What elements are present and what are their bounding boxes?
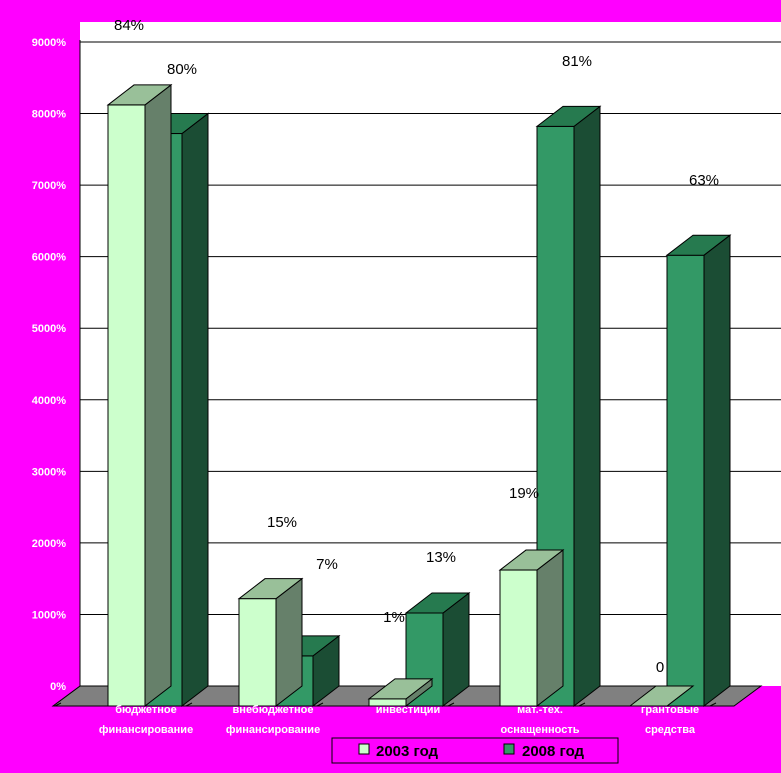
legend: 2003 год 2008 год xyxy=(331,737,619,764)
bar-2003-1 xyxy=(237,577,304,708)
bar-2008-3-top xyxy=(535,105,602,127)
bar-2003-0-front xyxy=(107,104,146,707)
bar-2003-1-side xyxy=(275,577,303,708)
category-tick xyxy=(709,702,717,707)
data-label-2008: 13% xyxy=(426,549,456,566)
category-tick xyxy=(316,702,324,707)
category-label: финансирование xyxy=(99,724,193,736)
bar-2003-1-front xyxy=(238,598,277,707)
legend-swatch-2003 xyxy=(358,743,370,755)
y-tick-label: 2000% xyxy=(32,538,66,550)
y-tick-label: 6000% xyxy=(32,252,66,264)
bar-2008-2 xyxy=(404,591,471,708)
data-label-2003: 19% xyxy=(509,485,539,502)
bar-2008-4-top xyxy=(665,234,732,256)
legend-box xyxy=(331,737,619,764)
bar-2003-2-top xyxy=(367,678,434,700)
data-label-2003: 0 xyxy=(656,659,664,676)
plot-side-wall xyxy=(53,22,80,706)
bar-2003-4 xyxy=(628,685,695,707)
bar-2003-3 xyxy=(498,549,565,708)
category-tick xyxy=(447,702,455,707)
category-label: мат.-тех. xyxy=(517,704,563,716)
category-tick xyxy=(185,702,193,707)
category-label: инвестиции xyxy=(376,704,441,716)
bar-2008-4-front xyxy=(666,254,705,707)
category-label: средства xyxy=(645,724,696,736)
bar-2008-0-side xyxy=(181,112,209,708)
y-tick-label: 1000% xyxy=(32,609,66,621)
data-label-2003: 1% xyxy=(383,609,405,626)
bar-2003-0-side xyxy=(144,83,172,708)
y-tick-label: 3000% xyxy=(32,466,66,478)
y-tick-label: 7000% xyxy=(32,180,66,192)
legend-label-2003: 2003 год xyxy=(376,743,439,760)
floor-edge xyxy=(52,685,81,707)
data-label-2003: 15% xyxy=(267,514,297,531)
category-label: внебюджетное xyxy=(233,704,314,716)
bar-2008-4 xyxy=(665,234,732,708)
category-tick xyxy=(578,702,586,707)
data-label-2008: 63% xyxy=(689,172,719,189)
bar-2003-0 xyxy=(106,83,173,708)
category-label: финансирование xyxy=(226,724,320,736)
bar-2003-0-top xyxy=(106,84,173,106)
y-tick-label: 9000% xyxy=(32,37,66,49)
y-tick-label: 0% xyxy=(50,681,66,693)
data-label-2008: 81% xyxy=(562,53,592,70)
category-label: грантовые xyxy=(641,704,699,716)
bar-2008-4-side xyxy=(703,234,731,708)
data-label-2008: 80% xyxy=(167,61,197,78)
bar-2003-3-top xyxy=(498,549,565,571)
bar-2003-3-side xyxy=(536,549,564,708)
bar-2008-3-side xyxy=(573,105,601,708)
y-tick-label: 8000% xyxy=(32,109,66,121)
bar-2008-2-top xyxy=(404,592,471,614)
legend-swatch-2008 xyxy=(503,743,515,755)
category-tick xyxy=(54,702,62,707)
bar-2003-2 xyxy=(367,677,434,708)
bar-2003-1-top xyxy=(237,578,304,600)
y-tick-label: 4000% xyxy=(32,395,66,407)
legend-label-2008: 2008 год xyxy=(522,743,585,760)
bar-2003-3-front xyxy=(499,569,538,707)
category-label: бюджетное xyxy=(115,704,177,716)
bar-2003-4-top xyxy=(628,685,695,707)
data-label-2003: 84% xyxy=(114,17,144,34)
category-label: оснащенность xyxy=(501,724,580,736)
y-tick-label: 5000% xyxy=(32,323,66,335)
data-label-2008: 7% xyxy=(316,556,338,573)
